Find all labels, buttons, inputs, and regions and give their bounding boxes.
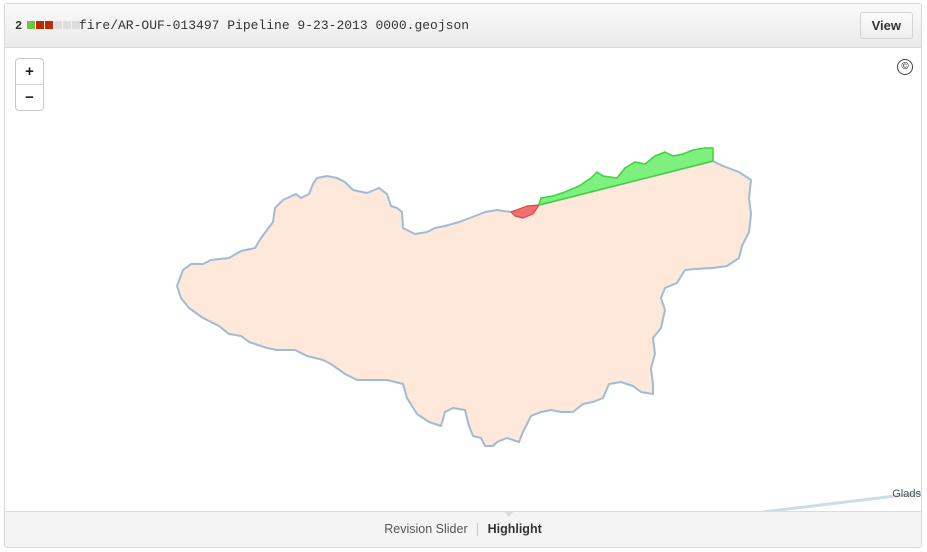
fire-perimeter-removed[interactable] — [510, 204, 540, 219]
map-view[interactable]: + − © Glads — [5, 48, 921, 512]
zoom-out-button[interactable]: − — [25, 89, 34, 106]
fire-perimeter-added[interactable] — [538, 147, 714, 206]
attribution-icon[interactable]: © — [897, 59, 913, 75]
diffstat-block — [63, 21, 71, 29]
tab-revision-slider[interactable]: Revision Slider — [384, 522, 468, 536]
diffstat-block — [45, 21, 53, 29]
road-line — [762, 491, 921, 512]
file-path: fire/AR-OUF-013497 Pipeline 9-23-2013 00… — [79, 18, 470, 33]
fire-perimeter-unchanged[interactable] — [176, 160, 752, 447]
file-header: 2 fire/AR-OUF-013497 Pipeline 9-23-2013 … — [5, 4, 921, 48]
view-mode-bar: Revision Slider Highlight — [5, 511, 921, 547]
map-place-label: Glads — [892, 488, 921, 500]
view-file-button[interactable]: View — [859, 12, 913, 39]
tab-highlight[interactable]: Highlight — [487, 522, 542, 536]
diffstat-block — [72, 21, 80, 29]
diffstat-block — [27, 21, 35, 29]
zoom-control: + − — [15, 58, 44, 111]
diffstat-bar — [27, 21, 80, 30]
map-canvas[interactable] — [5, 48, 921, 512]
footer-pointer-icon — [504, 511, 514, 517]
tab-divider — [477, 523, 479, 537]
file-container: 2 fire/AR-OUF-013497 Pipeline 9-23-2013 … — [4, 3, 922, 548]
view-mode-tabs: Revision Slider Highlight — [5, 522, 921, 537]
zoom-in-button[interactable]: + — [16, 59, 43, 85]
diffstat-block — [36, 21, 44, 29]
diff-count: 2 — [15, 19, 23, 33]
diffstat-block — [54, 21, 62, 29]
